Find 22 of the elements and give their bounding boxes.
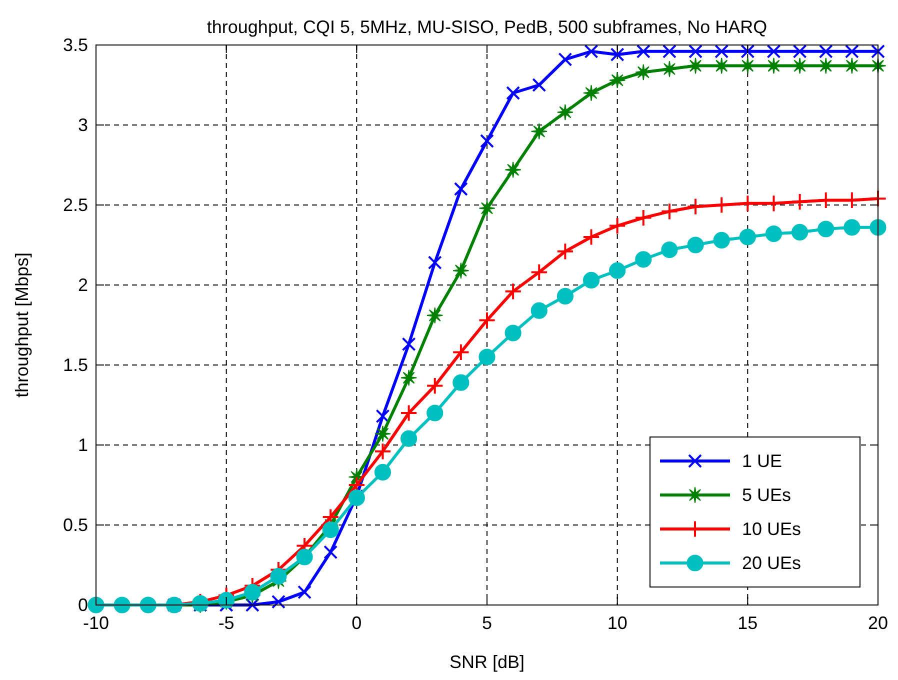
x-tick-label: 20 bbox=[868, 613, 888, 633]
y-tick-label: 0 bbox=[78, 595, 88, 615]
x-tick-label: -10 bbox=[82, 613, 110, 633]
y-tick-label: 2.5 bbox=[62, 195, 88, 215]
x-tick-label: -5 bbox=[218, 613, 234, 633]
y-tick-label: 1.5 bbox=[62, 355, 88, 375]
y-tick-label: 1 bbox=[78, 435, 88, 455]
y-tick-label: 3 bbox=[78, 115, 88, 135]
legend-label: 20 UEs bbox=[742, 553, 802, 573]
y-tick-label: 2 bbox=[78, 275, 88, 295]
x-tick-label: 10 bbox=[607, 613, 628, 633]
y-tick-label: 0.5 bbox=[62, 515, 88, 535]
x-tick-label: 0 bbox=[352, 613, 362, 633]
y-axis-title: throughput [Mbps] bbox=[12, 252, 32, 398]
x-tick-label: 15 bbox=[738, 613, 758, 633]
x-axis-title: SNR [dB] bbox=[449, 652, 525, 672]
legend-label: 1 UE bbox=[742, 451, 782, 471]
legend-label: 10 UEs bbox=[742, 519, 802, 539]
legend-label: 5 UEs bbox=[742, 485, 792, 505]
y-tick-label: 3.5 bbox=[62, 35, 88, 55]
chart-title: throughput, CQI 5, 5MHz, MU-SISO, PedB, 500 subframes, No HARQ bbox=[206, 17, 768, 37]
x-tick-label: 5 bbox=[482, 613, 492, 633]
